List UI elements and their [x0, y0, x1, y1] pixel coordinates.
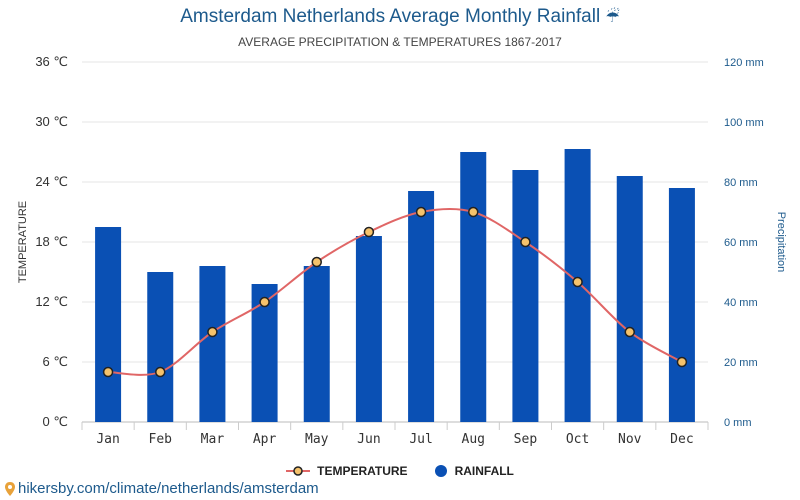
legend-rainfall-label: RAINFALL	[454, 464, 514, 478]
temperature-point	[311, 256, 322, 268]
umbrella-rain-icon: ☔	[605, 9, 620, 26]
y-left-tick-label: 18 ℃	[35, 234, 68, 249]
legend-item-temperature[interactable]: TEMPERATURE	[286, 464, 408, 478]
y-left-axis-title: TEMPERATURE	[17, 201, 29, 283]
rainfall-bar	[668, 188, 695, 422]
y-left-tick-label: 6 ℃	[43, 354, 68, 369]
temperature-point	[572, 276, 583, 288]
x-tick-label: Nov	[618, 432, 642, 447]
temperature-point	[676, 356, 688, 368]
legend-rainfall-swatch	[434, 465, 447, 477]
x-tick-label: Sep	[514, 432, 538, 447]
y-left-tick-label: 0 ℃	[43, 414, 68, 429]
chart-title-text: Amsterdam Netherlands Average Monthly Ra…	[180, 6, 601, 27]
x-tick-label: Dec	[670, 432, 693, 447]
x-tick-label: Feb	[149, 432, 173, 447]
legend-temperature-label: TEMPERATURE	[317, 464, 408, 478]
x-tick-label: Jul	[409, 432, 432, 447]
x-tick-label: Apr	[253, 432, 277, 447]
legend-item-rainfall[interactable]: RAINFALL	[434, 464, 514, 478]
source-link-text: hikersby.com/climate/netherlands/amsterd…	[18, 480, 319, 497]
temperature-point	[259, 296, 270, 308]
legend-temperature-swatch	[286, 466, 311, 476]
temperature-point	[207, 326, 218, 338]
chart-title: Amsterdam Netherlands Average Monthly Ra…	[0, 6, 800, 28]
chart-subtitle: AVERAGE PRECIPITATION & TEMPERATURES 186…	[238, 35, 562, 49]
rainfall-bar	[408, 191, 435, 422]
x-tick-label: Mar	[201, 432, 225, 447]
y-left-tick-label: 30 ℃	[35, 114, 68, 129]
x-tick-label: Jun	[357, 432, 380, 447]
temperature-point	[363, 226, 375, 238]
chart-legend: TEMPERATURE RAINFALL	[0, 464, 800, 478]
y-left-tick-label: 12 ℃	[35, 294, 68, 309]
y-right-axis-title: Precipitation	[775, 212, 787, 273]
map-pin-icon	[5, 481, 15, 496]
temperature-line	[108, 208, 683, 376]
y-right-tick-label: 80 mm	[724, 177, 758, 189]
y-right-tick-label: 0 mm	[724, 417, 752, 429]
rainfall-bar	[616, 176, 643, 422]
temperature-point	[520, 236, 531, 248]
rainfall-bar	[512, 170, 539, 422]
y-right-tick-label: 100 mm	[724, 117, 764, 129]
temperature-point	[102, 366, 114, 378]
temperature-point	[468, 206, 479, 218]
y-right-tick-label: 120 mm	[724, 57, 764, 69]
rainfall-bar	[199, 266, 226, 422]
y-left-tick-label: 24 ℃	[35, 174, 68, 189]
source-link[interactable]: hikersby.com/climate/netherlands/amsterd…	[4, 480, 319, 497]
x-tick-label: Jan	[96, 432, 119, 447]
temperature-point	[155, 366, 166, 378]
y-right-tick-label: 40 mm	[724, 297, 758, 309]
x-tick-label: Aug	[462, 432, 485, 447]
x-tick-label: Oct	[566, 432, 589, 447]
rainfall-bar	[147, 272, 174, 422]
y-right-tick-label: 60 mm	[724, 237, 758, 249]
x-tick-label: May	[305, 432, 329, 447]
rainfall-bar	[460, 152, 487, 422]
y-left-tick-label: 36 ℃	[35, 54, 68, 69]
y-right-tick-label: 20 mm	[724, 357, 758, 369]
rainfall-bar	[95, 227, 122, 422]
rainfall-bar	[355, 236, 382, 422]
rainfall-bar	[303, 266, 330, 422]
temperature-point	[624, 326, 635, 338]
temperature-point	[415, 206, 427, 218]
